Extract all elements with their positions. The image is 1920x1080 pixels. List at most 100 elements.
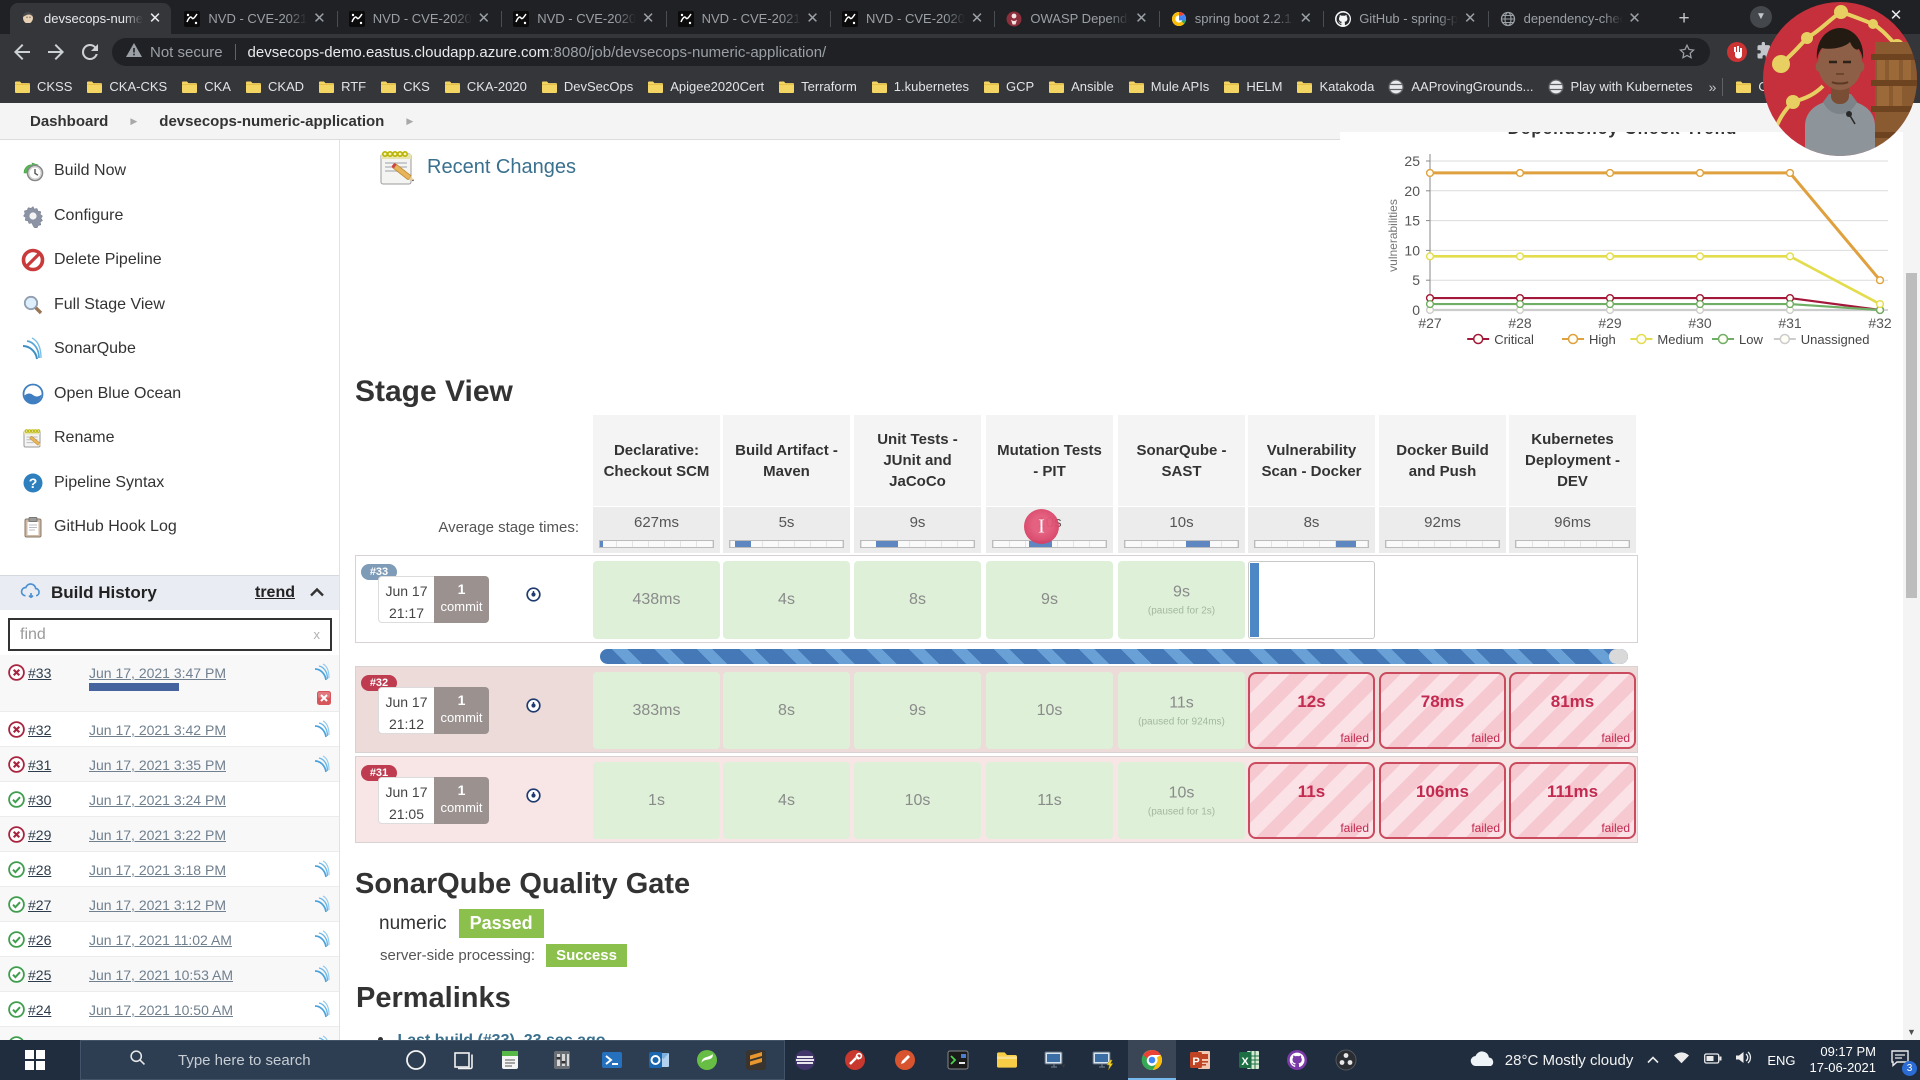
breadcrumb-job[interactable]: devsecops-numeric-application	[159, 112, 385, 130]
taskbar-search[interactable]: Type here to search	[80, 1040, 785, 1080]
bookmark-item[interactable]: Apigee2020Cert	[647, 79, 764, 95]
stage-cell-success[interactable]: 9s	[986, 561, 1113, 639]
taskbar-app-terminal[interactable]	[946, 1048, 970, 1072]
stage-cell-failed[interactable]: 78ms failed	[1379, 672, 1506, 749]
sonarqube-trend-icon[interactable]	[314, 663, 332, 681]
browser-tab-5[interactable]: NVD - CVE-2021-2 ✕	[665, 3, 829, 34]
build-date-link[interactable]: Jun 17, 2021 3:22 PM	[89, 827, 226, 843]
bookmark-item[interactable]: CKA-CKS	[86, 79, 167, 95]
taskbar-app-excel[interactable]: X	[1237, 1048, 1261, 1072]
build-date-link[interactable]: Jun 17, 2021 10:50 AM	[89, 1002, 233, 1018]
build-date-link[interactable]: Jun 17, 2021 3:24 PM	[89, 792, 226, 808]
recent-changes-link[interactable]: Recent Changes	[427, 156, 576, 178]
sidebar-item-rename[interactable]: Rename	[0, 416, 338, 460]
taskbar-app-task-view[interactable]	[452, 1048, 476, 1072]
taskbar-app-sublime[interactable]	[744, 1048, 768, 1072]
stage-cell-inprogress[interactable]	[1248, 561, 1375, 639]
stage-cell-success[interactable]: 8s	[854, 561, 981, 639]
speaker-icon[interactable]	[1736, 1051, 1753, 1069]
build-date-link[interactable]: Jun 17, 2021 3:18 PM	[89, 862, 226, 878]
tab-search-chevron-icon[interactable]: ▼	[1750, 6, 1772, 28]
back-icon[interactable]	[10, 40, 34, 64]
taskbar-app-file-explorer[interactable]	[995, 1048, 1019, 1072]
sidebar-item-pipeline-syntax[interactable]: ? Pipeline Syntax	[0, 461, 338, 505]
taskbar-app-red-pen[interactable]	[893, 1048, 917, 1072]
bookmark-item[interactable]: Ansible	[1048, 79, 1114, 95]
taskbar-app-cortana[interactable]	[404, 1048, 428, 1072]
build-number-link[interactable]: #25	[28, 967, 52, 983]
stage-cell-failed[interactable]: 111ms failed	[1509, 762, 1636, 839]
build-history-search[interactable]: find x	[8, 618, 332, 651]
changes-icon[interactable]	[526, 788, 541, 803]
build-date-link[interactable]: Jun 17, 2021 3:47 PM	[89, 665, 226, 681]
sonarqube-trend-icon[interactable]	[314, 860, 332, 878]
tray-chevron-icon[interactable]	[1647, 1051, 1659, 1069]
last-build-link[interactable]: Last build (#33), 23 sec ago	[397, 1032, 605, 1040]
tab-close-icon[interactable]: ✕	[641, 9, 655, 27]
build-number-link[interactable]: #26	[28, 932, 52, 948]
build-date-link[interactable]: Jun 17, 2021 3:35 PM	[89, 757, 226, 773]
taskbar-app-red-tools[interactable]	[843, 1048, 867, 1072]
browser-tab-1[interactable]: devsecops-numeric ✕	[10, 3, 171, 34]
build-number-link[interactable]: #32	[28, 722, 52, 738]
build-number-link[interactable]: #33	[28, 665, 52, 681]
sidebar-item-delete-pipeline[interactable]: Delete Pipeline	[0, 238, 338, 282]
new-tab-button[interactable]: +	[1678, 8, 1690, 29]
taskbar-app-remote-desktop[interactable]	[1043, 1048, 1067, 1072]
taskbar-app-spring[interactable]	[695, 1048, 719, 1072]
sidebar-item-open-blue-ocean[interactable]: Open Blue Ocean	[0, 372, 338, 416]
start-button[interactable]	[25, 1050, 45, 1070]
stage-cell-success[interactable]: 10s (paused for 1s)	[1118, 762, 1245, 839]
stage-cell-success[interactable]: 8s	[723, 672, 850, 749]
reload-icon[interactable]	[78, 40, 102, 64]
adblock-extension-icon[interactable]	[1726, 41, 1748, 63]
build-history-trend-link[interactable]: trend	[255, 584, 295, 601]
browser-tab-10[interactable]: dependency-check ✕	[1487, 3, 1651, 34]
stage-cell-success[interactable]: 9s	[854, 672, 981, 749]
browser-tab-7[interactable]: OWASP Dependen ✕	[994, 3, 1157, 34]
sonarqube-trend-icon[interactable]	[314, 930, 332, 948]
collapse-caret-icon[interactable]	[309, 584, 325, 602]
scrollbar-down-arrow[interactable]: ▼	[1907, 1027, 1916, 1037]
build-number-link[interactable]: #29	[28, 827, 52, 843]
sidebar-item-build-now[interactable]: Build Now	[0, 149, 338, 193]
browser-tab-2[interactable]: NVD - CVE-2021-2 ✕	[174, 3, 335, 34]
window-close-button[interactable]: ✕	[1889, 7, 1903, 24]
browser-tab-9[interactable]: GitHub - spring-pr ✕	[1323, 3, 1486, 34]
stage-cell-success[interactable]: 438ms	[593, 561, 720, 639]
weather-widget[interactable]: 28°C Mostly cloudy	[1470, 1049, 1633, 1071]
stage-cell-success[interactable]: 383ms	[593, 672, 720, 749]
stage-cell-failed[interactable]: 11s failed	[1248, 762, 1375, 839]
tab-close-icon[interactable]: ✕	[970, 9, 984, 27]
bookmark-item[interactable]: 1.kubernetes	[871, 79, 969, 95]
stage-cell-failed[interactable]: 12s failed	[1248, 672, 1375, 749]
tab-close-icon[interactable]: ✕	[477, 9, 491, 27]
tab-close-icon[interactable]: ✕	[1299, 9, 1313, 27]
stage-cell-failed[interactable]: 106ms failed	[1379, 762, 1506, 839]
bookmarks-overflow-icon[interactable]: »	[1708, 78, 1717, 95]
clear-search-icon[interactable]: x	[313, 627, 321, 642]
changes-icon[interactable]	[526, 587, 541, 602]
tab-close-icon[interactable]: ✕	[1463, 9, 1477, 27]
address-bar[interactable]: Not secure devsecops-demo.eastus.cloudap…	[112, 38, 1710, 66]
tab-close-icon[interactable]: ✕	[148, 9, 162, 27]
taskbar-app-obs[interactable]	[1334, 1048, 1358, 1072]
sonarqube-trend-icon[interactable]	[314, 895, 332, 913]
taskbar-app-mixer-app[interactable]	[550, 1048, 574, 1072]
build-date-link[interactable]: Jun 17, 2021 3:42 PM	[89, 722, 226, 738]
language-indicator[interactable]: ENG	[1767, 1052, 1796, 1068]
bookmark-item[interactable]: CKA-2020	[444, 79, 527, 95]
bookmark-item[interactable]: Katakoda	[1296, 79, 1374, 95]
bookmark-item[interactable]: Terraform	[778, 79, 857, 95]
bookmark-item[interactable]: CKA	[181, 79, 231, 95]
tab-close-icon[interactable]: ✕	[806, 9, 819, 27]
notifications-icon[interactable]: 3	[1890, 1049, 1917, 1076]
bookmark-item[interactable]: RTF	[318, 79, 366, 95]
sonarqube-trend-icon[interactable]	[314, 1035, 332, 1040]
stop-build-icon[interactable]	[317, 691, 331, 705]
stage-cell-success[interactable]: 10s	[854, 762, 981, 839]
bookmark-item[interactable]: Play with Kubernetes	[1547, 78, 1693, 95]
browser-tab-6[interactable]: NVD - CVE-2020-1 ✕	[830, 3, 993, 34]
commit-count-box[interactable]: 1 commit	[434, 576, 489, 623]
taskbar-app-powershell[interactable]	[600, 1048, 624, 1072]
